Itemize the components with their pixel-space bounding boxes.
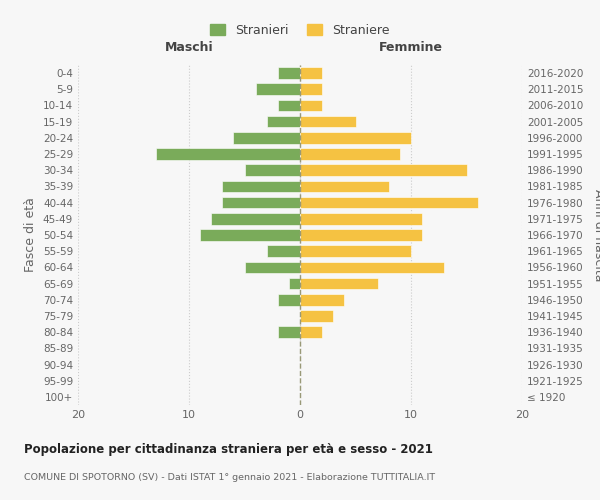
Bar bbox=[256, 84, 300, 95]
Y-axis label: Anni di nascita: Anni di nascita bbox=[592, 188, 600, 281]
Bar bbox=[300, 326, 322, 338]
Bar bbox=[300, 116, 355, 128]
Bar bbox=[300, 310, 334, 322]
Bar bbox=[211, 213, 300, 224]
Bar bbox=[300, 262, 444, 273]
Bar bbox=[245, 262, 300, 273]
Text: COMUNE DI SPOTORNO (SV) - Dati ISTAT 1° gennaio 2021 - Elaborazione TUTTITALIA.I: COMUNE DI SPOTORNO (SV) - Dati ISTAT 1° … bbox=[24, 472, 435, 482]
Bar bbox=[222, 197, 300, 208]
Bar bbox=[300, 229, 422, 241]
Bar bbox=[245, 164, 300, 176]
Bar bbox=[278, 68, 300, 79]
Bar bbox=[300, 180, 389, 192]
Bar bbox=[300, 246, 411, 257]
Bar bbox=[300, 132, 411, 143]
Bar bbox=[300, 100, 322, 112]
Legend: Stranieri, Straniere: Stranieri, Straniere bbox=[210, 24, 390, 36]
Bar bbox=[300, 278, 378, 289]
Bar bbox=[278, 294, 300, 306]
Bar bbox=[289, 278, 300, 289]
Bar bbox=[156, 148, 300, 160]
Bar bbox=[300, 84, 322, 95]
Y-axis label: Fasce di età: Fasce di età bbox=[25, 198, 37, 272]
Bar bbox=[278, 100, 300, 112]
Bar bbox=[266, 116, 300, 128]
Text: Popolazione per cittadinanza straniera per età e sesso - 2021: Popolazione per cittadinanza straniera p… bbox=[24, 442, 433, 456]
Bar bbox=[300, 148, 400, 160]
Bar bbox=[300, 213, 422, 224]
Bar bbox=[300, 164, 467, 176]
Text: Maschi: Maschi bbox=[164, 40, 214, 54]
Text: Femmine: Femmine bbox=[379, 40, 443, 54]
Bar bbox=[233, 132, 300, 143]
Bar bbox=[300, 294, 344, 306]
Bar bbox=[266, 246, 300, 257]
Bar bbox=[278, 326, 300, 338]
Bar bbox=[222, 180, 300, 192]
Bar bbox=[300, 68, 322, 79]
Bar bbox=[300, 197, 478, 208]
Bar bbox=[200, 229, 300, 241]
